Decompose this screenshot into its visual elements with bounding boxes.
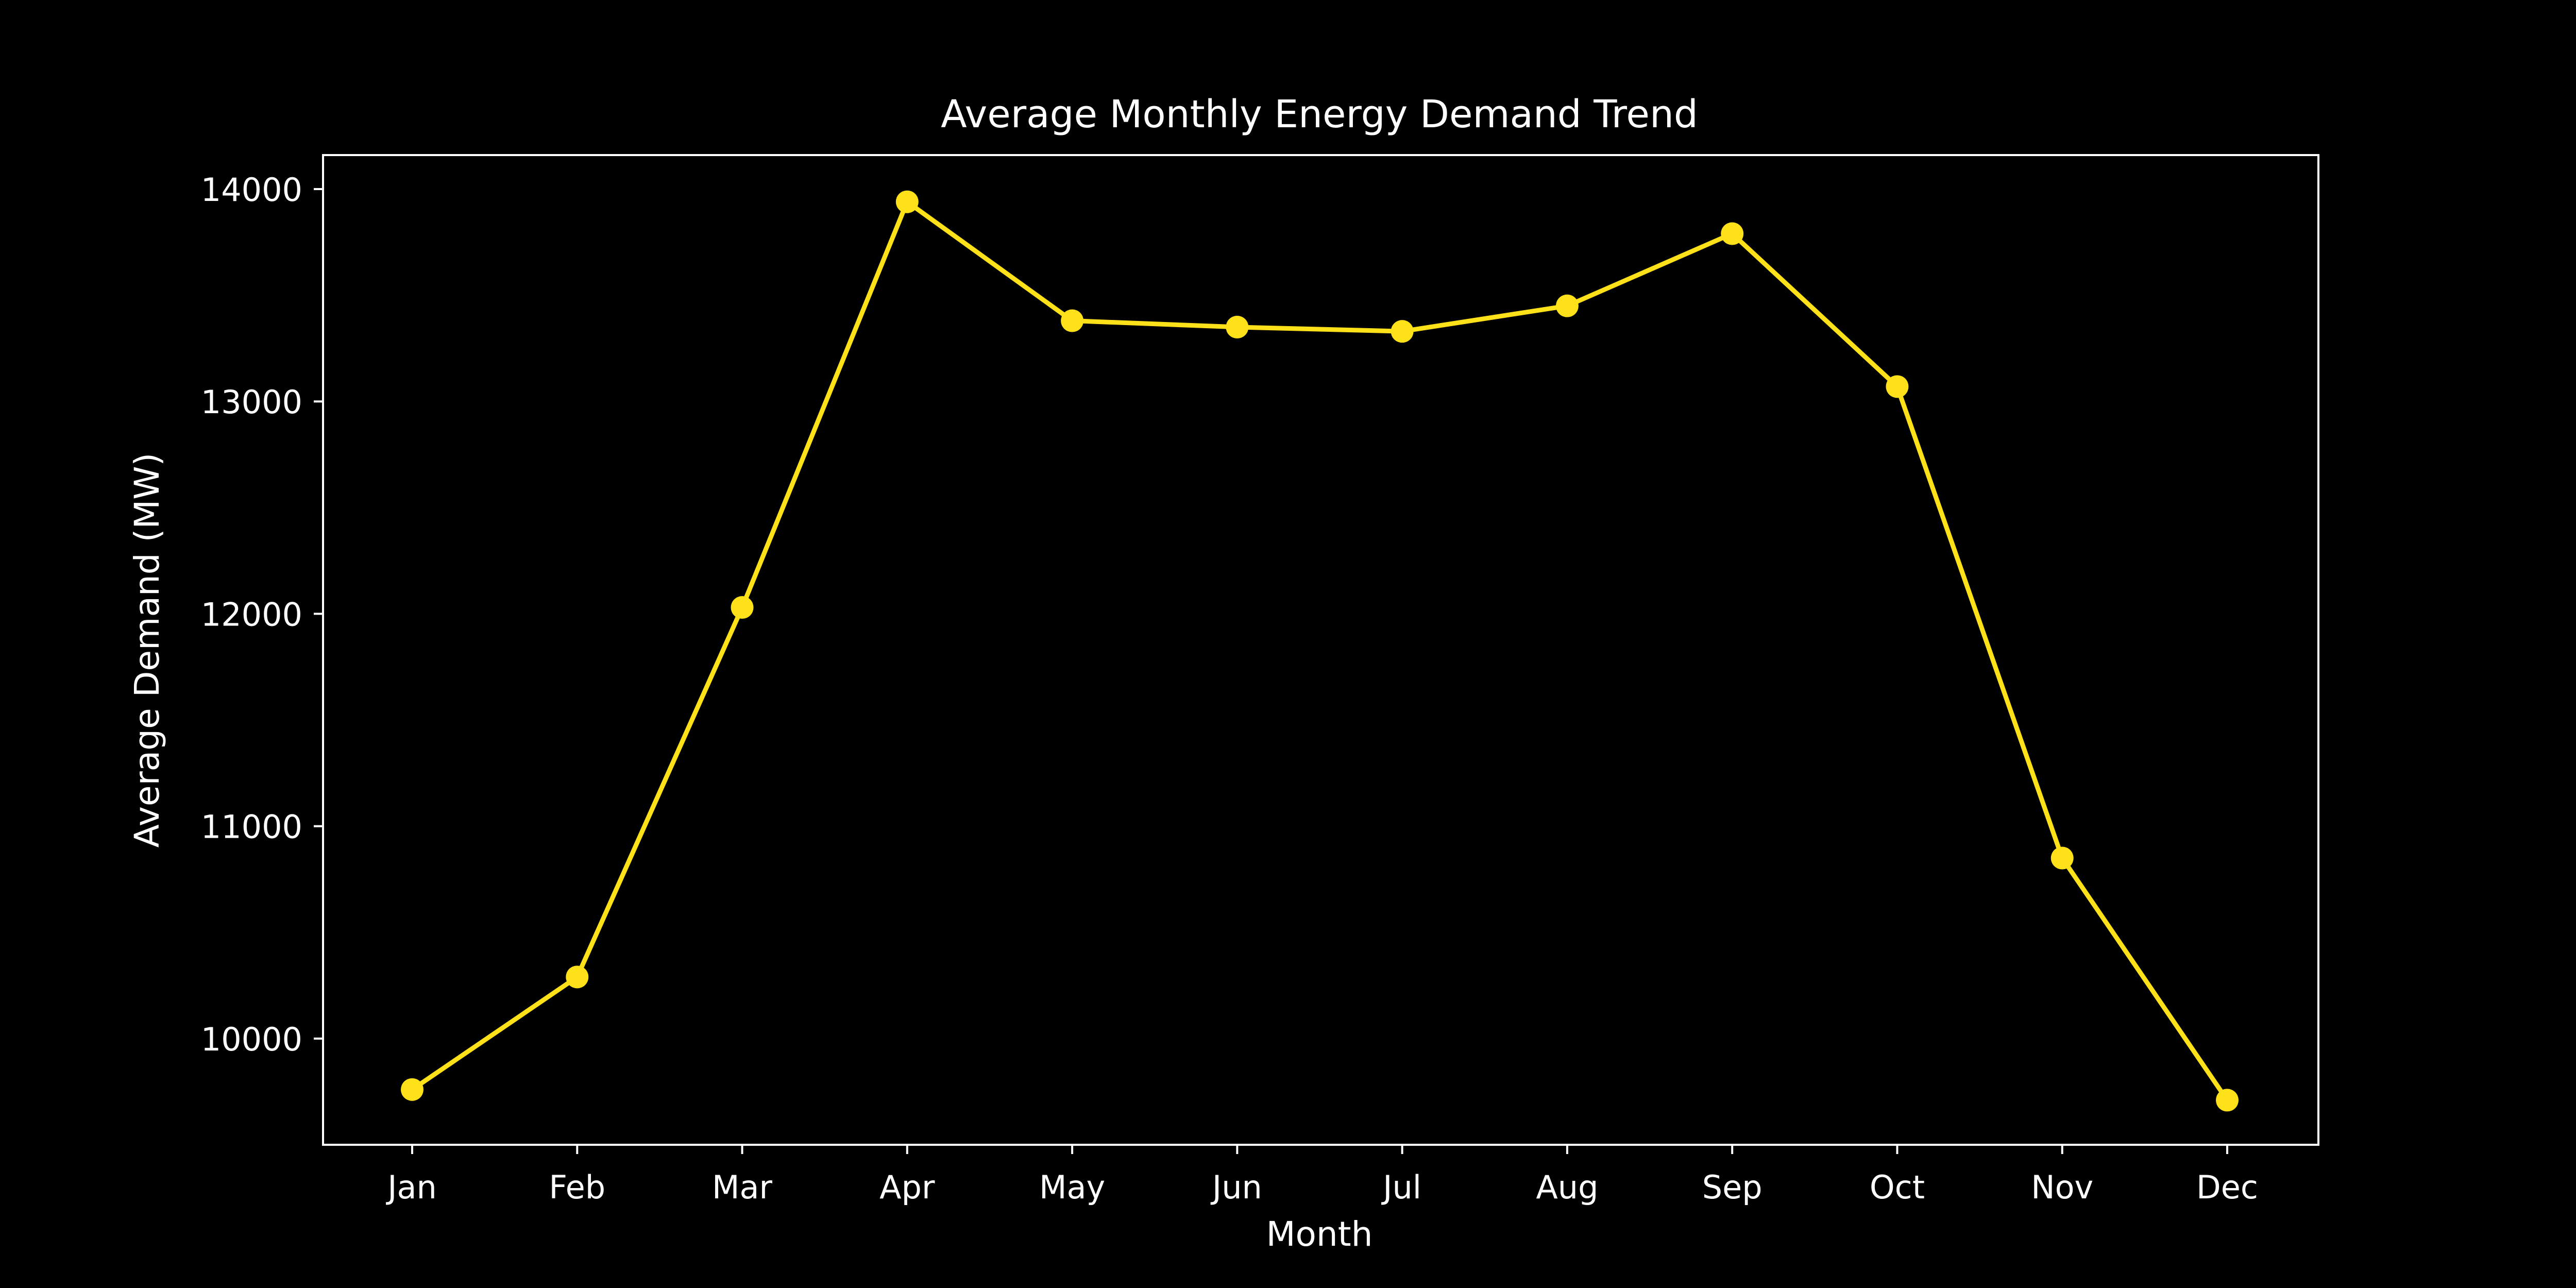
x-tick-label: Nov <box>2031 1168 2093 1206</box>
data-point-apr <box>895 190 919 213</box>
data-point-feb <box>566 965 589 989</box>
data-point-jun <box>1226 315 1249 338</box>
x-tick-label: Jul <box>1381 1168 1421 1206</box>
y-tick-label: 10000 <box>201 1021 302 1058</box>
x-tick-label: Sep <box>1702 1168 1762 1206</box>
x-tick-label: Apr <box>879 1168 935 1206</box>
data-point-sep <box>1721 222 1744 245</box>
series-layer <box>401 190 2239 1112</box>
y-tick-label: 11000 <box>201 808 302 846</box>
y-axis-label: Average Demand (MW) <box>127 453 167 848</box>
x-tick-label: Mar <box>712 1168 772 1206</box>
x-axis-label: Month <box>1266 1214 1373 1254</box>
series-line <box>410 199 2230 1103</box>
y-tick-label: 13000 <box>201 383 302 421</box>
x-tick-label: Dec <box>2196 1168 2258 1206</box>
x-axis-ticks: Jan Feb Mar Apr May Jun Jul Aug Sep Oct Nov Dec <box>385 1145 2258 1206</box>
data-point-nov <box>2050 846 2074 870</box>
plot-area: 10000 11000 12000 13000 14000 Jan Feb Mar Apr Ma… <box>201 154 2319 1206</box>
x-tick-label: Jun <box>1210 1168 1262 1206</box>
x-tick-label: Aug <box>1536 1168 1598 1206</box>
data-point-may <box>1061 309 1084 332</box>
data-point-jan <box>401 1078 423 1101</box>
x-tick-label: May <box>1039 1168 1105 1206</box>
data-point-mar <box>731 596 754 619</box>
x-tick-label: Jan <box>385 1168 437 1206</box>
data-point-oct <box>1886 375 1909 398</box>
data-point-dec <box>2216 1089 2239 1112</box>
x-tick-label: Feb <box>549 1168 605 1206</box>
chart-title: Average Monthly Energy Demand Trend <box>941 92 1698 137</box>
data-point-jul <box>1391 320 1414 343</box>
y-tick-label: 14000 <box>201 171 302 209</box>
data-point-aug <box>1555 294 1579 317</box>
plot-frame <box>322 154 2319 1146</box>
y-tick-label: 12000 <box>201 596 302 633</box>
y-axis-ticks: 10000 11000 12000 13000 14000 <box>201 171 323 1058</box>
x-tick-label: Oct <box>1870 1168 1925 1206</box>
